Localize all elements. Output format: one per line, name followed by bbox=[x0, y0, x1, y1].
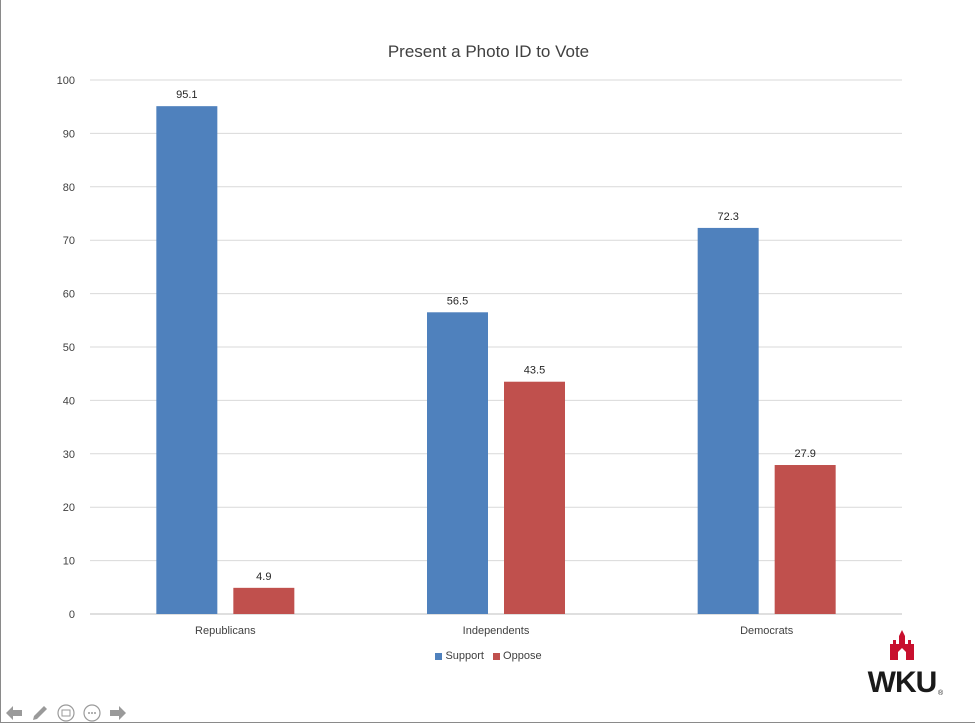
y-tick-label: 70 bbox=[63, 235, 75, 247]
legend-label-support: Support bbox=[445, 650, 484, 662]
data-label: 27.9 bbox=[794, 448, 815, 460]
legend-label-oppose: Oppose bbox=[503, 650, 542, 662]
data-label: 72.3 bbox=[717, 211, 738, 223]
y-tick-label: 80 bbox=[63, 182, 75, 194]
y-tick-label: 0 bbox=[69, 609, 75, 621]
data-label: 95.1 bbox=[176, 89, 197, 101]
registered-mark: ® bbox=[938, 690, 944, 697]
bar-oppose-democrats bbox=[774, 465, 836, 614]
legend-swatch-support bbox=[435, 652, 443, 660]
y-tick-label: 40 bbox=[63, 395, 75, 407]
wku-logo: WKU ® bbox=[860, 630, 944, 700]
y-tick-label: 10 bbox=[63, 556, 75, 568]
data-label: 56.5 bbox=[447, 295, 468, 307]
category-label: Independents bbox=[463, 625, 530, 637]
more-options-icon[interactable] bbox=[82, 703, 102, 723]
slide-navigation bbox=[4, 703, 128, 723]
y-tick-label: 90 bbox=[63, 128, 75, 140]
bar-oppose-independents bbox=[504, 381, 565, 614]
legend-swatch-oppose bbox=[493, 652, 501, 660]
data-labels: 95.1 4.9 56.5 43.5 72.3 27.9 bbox=[176, 89, 816, 583]
forward-arrow-icon[interactable] bbox=[108, 703, 128, 723]
legend-item-oppose: Oppose bbox=[493, 650, 542, 662]
gridlines bbox=[90, 79, 902, 615]
wku-tower-icon bbox=[890, 630, 914, 660]
bar-support-independents bbox=[427, 312, 488, 614]
bar-oppose-republicans bbox=[233, 587, 295, 614]
legend-item-support: Support bbox=[435, 650, 484, 662]
chart-title: Present a Photo ID to Vote bbox=[387, 42, 590, 61]
y-tick-label: 100 bbox=[57, 75, 75, 87]
slides-icon[interactable] bbox=[56, 703, 76, 723]
bars bbox=[156, 106, 836, 614]
category-labels: Republicans Independents Democrats bbox=[195, 625, 794, 637]
back-arrow-icon[interactable] bbox=[4, 703, 24, 723]
y-tick-label: 30 bbox=[63, 449, 75, 461]
pen-icon[interactable] bbox=[30, 703, 50, 723]
bar-support-democrats bbox=[697, 227, 759, 614]
bar-support-republicans bbox=[156, 106, 218, 614]
category-label: Democrats bbox=[740, 625, 794, 637]
data-label: 4.9 bbox=[256, 571, 271, 583]
y-axis-ticks: 0 10 20 30 40 50 60 70 80 90 100 bbox=[57, 75, 75, 621]
logo-text: WKU bbox=[867, 666, 938, 699]
bar-chart: 0 10 20 30 40 50 60 70 80 90 100 95.1 4.9 56.5 43.5 72… bbox=[57, 75, 902, 637]
y-tick-label: 20 bbox=[63, 502, 75, 514]
data-label: 43.5 bbox=[524, 365, 545, 377]
y-tick-label: 50 bbox=[63, 342, 75, 354]
legend: Support Oppose bbox=[0, 650, 977, 663]
category-label: Republicans bbox=[195, 625, 256, 637]
y-tick-label: 60 bbox=[63, 289, 75, 301]
